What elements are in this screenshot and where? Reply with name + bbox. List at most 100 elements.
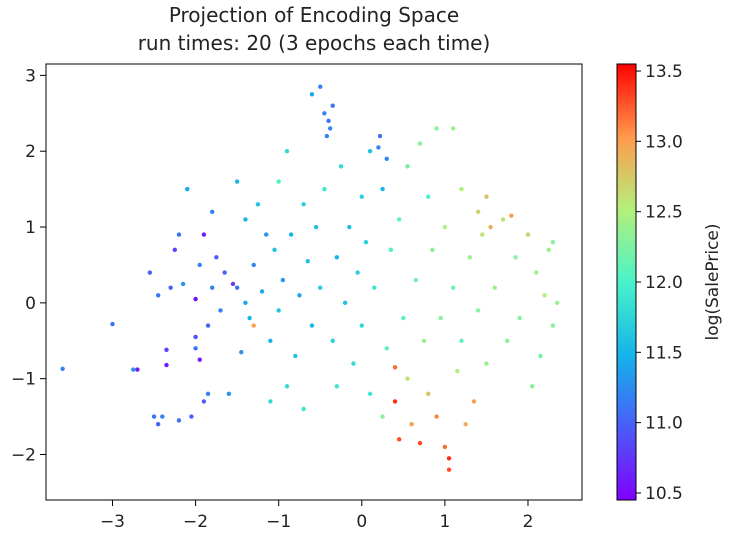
data-point [276, 179, 281, 184]
x-axis: −3 −2 −1 0 1 2 [100, 500, 533, 532]
data-point [409, 421, 414, 427]
data-point [430, 247, 435, 252]
data-point [554, 300, 560, 306]
data-point [110, 321, 115, 327]
colorbar-tick-label: 12.5 [645, 203, 683, 223]
data-point [147, 270, 153, 275]
data-point [505, 338, 510, 343]
data-point [214, 255, 219, 260]
data-point [293, 353, 298, 359]
data-point [401, 315, 406, 321]
data-point [210, 285, 215, 290]
data-point [529, 384, 535, 389]
data-point [164, 347, 169, 353]
data-point [388, 247, 394, 252]
data-point [413, 277, 418, 283]
data-point [268, 338, 273, 343]
data-point [463, 421, 468, 427]
data-point [301, 406, 306, 412]
chart-title: Projection of Encoding Space [168, 3, 460, 27]
data-point [363, 239, 369, 245]
colorbar [616, 63, 637, 501]
data-point [205, 391, 211, 397]
x-tick-label: 2 [523, 512, 534, 532]
data-point [455, 368, 460, 374]
colorbar-tick-label: 11.0 [645, 414, 683, 434]
data-point [405, 164, 410, 169]
data-point [60, 366, 65, 372]
data-point [442, 224, 448, 230]
data-point [446, 467, 452, 472]
data-point [239, 349, 244, 355]
data-point [367, 149, 373, 154]
data-point [218, 308, 223, 313]
data-point [328, 126, 333, 131]
data-point [380, 414, 385, 419]
data-point [405, 376, 410, 381]
data-point [438, 315, 443, 321]
x-tick-label: −2 [183, 512, 208, 532]
plot-frame [45, 63, 583, 501]
data-point [247, 315, 252, 321]
data-point [264, 232, 269, 237]
data-point [172, 247, 178, 252]
data-point [396, 437, 402, 442]
data-point [234, 285, 240, 290]
data-point [309, 92, 315, 97]
data-point [301, 202, 306, 207]
data-point [492, 285, 497, 290]
data-point [284, 149, 290, 154]
data-point [355, 270, 360, 275]
data-point [135, 367, 140, 372]
data-point [197, 262, 202, 268]
data-point [392, 399, 398, 404]
y-axis: −2 −1 0 1 2 3 [11, 66, 46, 466]
data-point [176, 232, 182, 237]
colorbar-tick-label: 11.5 [645, 343, 683, 363]
data-point [318, 285, 323, 290]
data-point [542, 293, 547, 298]
data-point [305, 258, 310, 264]
data-point [513, 255, 518, 260]
data-point [313, 224, 319, 230]
data-point [372, 285, 377, 290]
y-tick-label: −2 [11, 446, 36, 466]
x-tick-label: 0 [356, 512, 367, 532]
data-point [471, 399, 477, 404]
data-point [500, 217, 506, 222]
data-point [201, 232, 207, 237]
data-point [417, 440, 423, 446]
data-point [193, 296, 198, 302]
data-point [480, 232, 485, 237]
data-point [550, 323, 556, 328]
y-tick-label: 0 [25, 294, 36, 314]
data-point [160, 414, 165, 419]
data-point [322, 186, 327, 192]
data-point [525, 232, 531, 237]
data-point [384, 156, 389, 161]
data-point [384, 346, 389, 351]
data-point [243, 300, 248, 306]
data-point [538, 353, 543, 359]
data-point [201, 399, 207, 404]
x-tick-label: −3 [100, 512, 125, 532]
data-point [155, 293, 161, 298]
data-point [155, 421, 161, 427]
data-point [230, 281, 236, 287]
data-point [459, 338, 464, 343]
data-point [151, 414, 157, 419]
data-point [324, 133, 330, 139]
data-point [421, 338, 427, 343]
data-point [276, 308, 281, 313]
data-point [450, 126, 456, 131]
data-point [459, 186, 464, 192]
x-tick-label: −1 [266, 512, 291, 532]
y-tick-label: 2 [25, 142, 36, 162]
data-point [546, 247, 551, 252]
data-point [309, 323, 315, 328]
data-point [222, 270, 227, 275]
data-point [189, 414, 194, 419]
data-point [550, 239, 556, 245]
data-point [318, 84, 323, 89]
